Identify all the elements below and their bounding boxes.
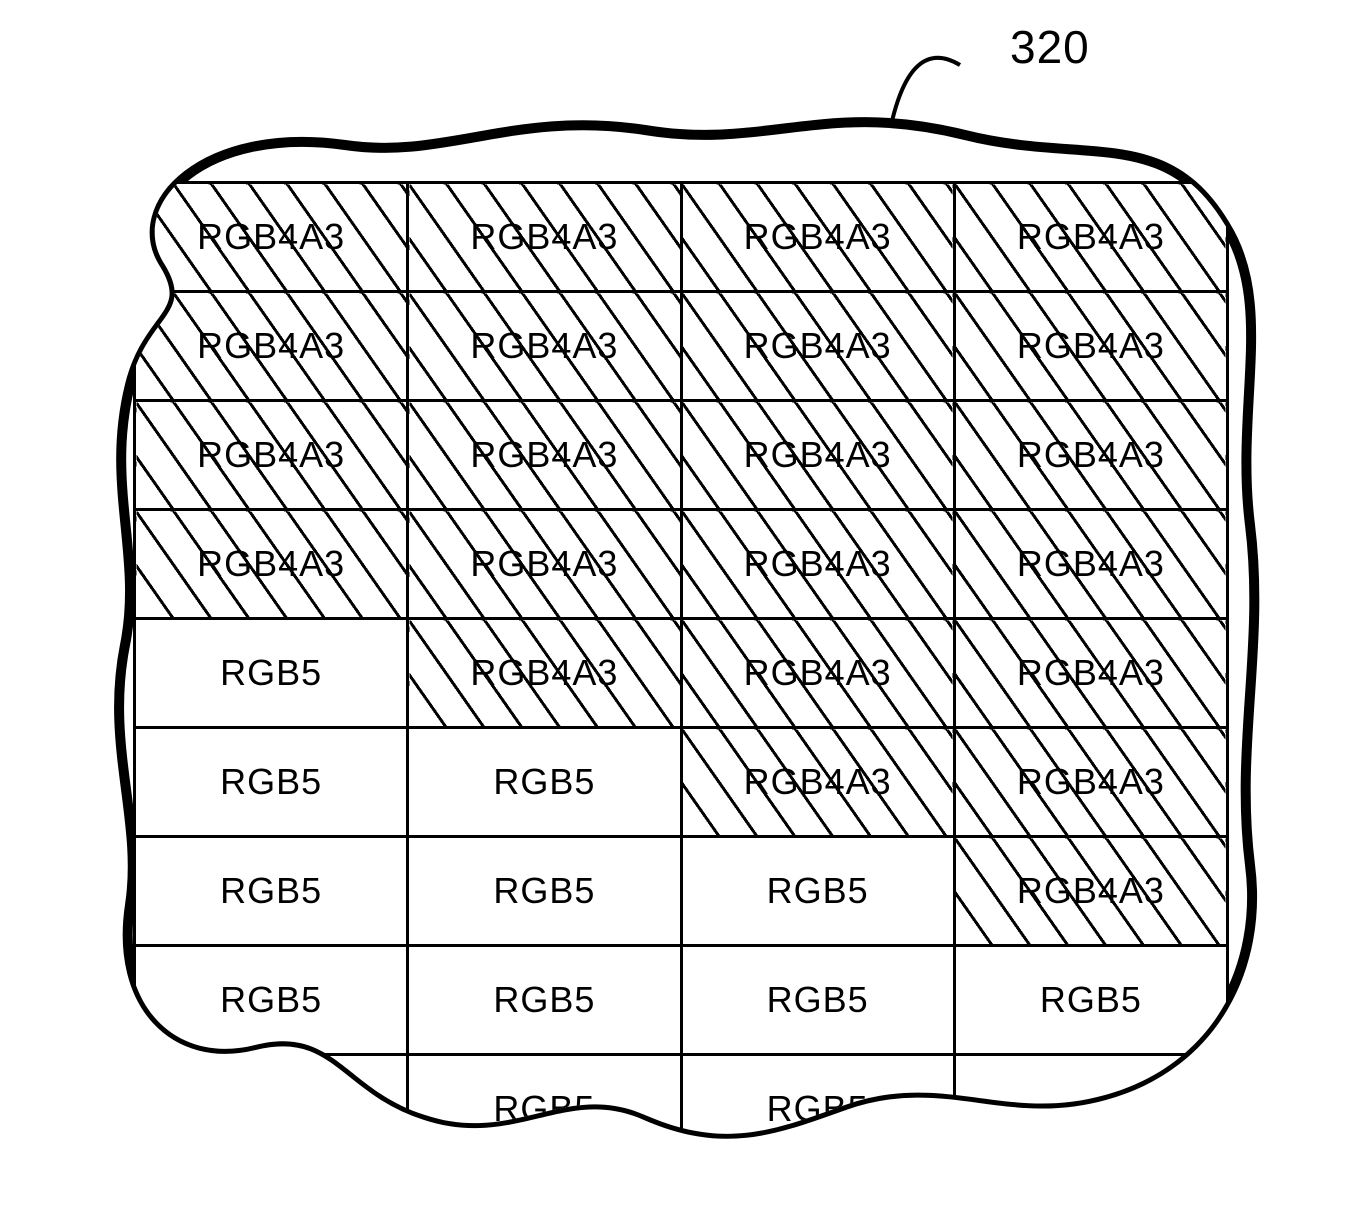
texel-label: RGB4A3	[470, 325, 618, 366]
table-row: RGB5 RGB5 RGB5 RGB4A3	[135, 837, 1228, 946]
table-row: RGB4A3 RGB4A3 RGB4A3 RGB4A3	[135, 401, 1228, 510]
texel-label: RGB4A3	[197, 434, 345, 475]
table-row: RGB5 RGB5 RGB5 RGB5	[135, 946, 1228, 1055]
texel-cell: RGB4A3	[408, 183, 681, 292]
texel-cell: RGB4A3	[681, 292, 954, 401]
texel-cell: RGB4A3	[681, 510, 954, 619]
texel-cell: RGB4A3	[135, 401, 408, 510]
texel-grid: RGB4A3RGB4A3RGB4A3RGB4A3RGB4A3RGB4A3RGB4…	[133, 181, 1229, 1117]
texel-label: RGB5	[767, 979, 869, 1020]
texel-label: RGB4A3	[1017, 216, 1165, 257]
texel-label: RGB4A3	[1017, 761, 1165, 802]
texel-label: RGB4A3	[197, 216, 345, 257]
texel-cell: RGB4A3	[954, 619, 1227, 728]
texel-label: RGB4A3	[1017, 434, 1165, 475]
texel-label: RGB4A3	[470, 543, 618, 584]
texel-cell: RGB4A3	[408, 401, 681, 510]
texel-label: RGB4A3	[744, 761, 892, 802]
texel-label: RGB4A3	[470, 216, 618, 257]
texel-cell: RGB4A3	[135, 183, 408, 292]
texel-label: RGB4A3	[1017, 325, 1165, 366]
figure-canvas: 320 RGB4A3RGB4A3RGB4A3RGB4A3RGB4A3RGB4A3…	[0, 0, 1363, 1224]
texel-cell: RGB5	[408, 837, 681, 946]
texel-label: RGB4A3	[1017, 543, 1165, 584]
texel-label: RGB4A3	[197, 325, 345, 366]
texel-label: RGB4A3	[744, 325, 892, 366]
texel-cell: RGB4A3	[681, 401, 954, 510]
texel-label: RGB5	[767, 870, 869, 911]
texel-cell: RGB4A3	[954, 183, 1227, 292]
texel-cell: RGB5	[408, 946, 681, 1055]
texel-cell: RGB5	[135, 619, 408, 728]
texel-label: RGB5	[220, 652, 322, 693]
texel-label: RGB4A3	[1017, 652, 1165, 693]
texel-label: RGB5	[493, 979, 595, 1020]
reference-number: 320	[1010, 20, 1090, 74]
table-row: RGB4A3 RGB4A3 RGB4A3 RGB4A3	[135, 510, 1228, 619]
texel-label: RGB4A3	[470, 652, 618, 693]
texel-cell: RGB4A3	[408, 510, 681, 619]
texel-cell: RGB4A3	[135, 510, 408, 619]
texel-cell: RGB4A3	[954, 510, 1227, 619]
texel-table: RGB4A3RGB4A3RGB4A3RGB4A3RGB4A3RGB4A3RGB4…	[133, 181, 1229, 1165]
texel-label: RGB4A3	[744, 434, 892, 475]
table-row: RGB5 RGB4A3 RGB4A3 RGB4A3	[135, 619, 1228, 728]
texel-cell: RGB4A3	[954, 728, 1227, 837]
texel-cell: RGB4A3	[954, 292, 1227, 401]
texel-cell: RGB5	[135, 837, 408, 946]
texel-cell: RGB5	[954, 946, 1227, 1055]
table-row: RGB4A3 RGB4A3 RGB4A3 RGB4A3	[135, 183, 1228, 292]
texel-cell: RGB5	[681, 837, 954, 946]
table-row: RGB5 RGB5 RGB4A3 RGB4A3	[135, 728, 1228, 837]
texel-label: RGB5	[1040, 979, 1142, 1020]
texel-label: RGB5	[493, 870, 595, 911]
texel-label: RGB4A3	[744, 652, 892, 693]
texel-label: RGB5	[220, 979, 322, 1020]
texel-cell: RGB4A3	[681, 183, 954, 292]
texel-label: RGB4A3	[744, 543, 892, 584]
texel-cell: RGB4A3	[681, 728, 954, 837]
texel-cell: RGB4A3	[408, 292, 681, 401]
texel-cell: RGB4A3	[135, 292, 408, 401]
texel-label: RGB4A3	[1017, 870, 1165, 911]
texel-cell: RGB4A3	[408, 619, 681, 728]
texture-blob: RGB4A3RGB4A3RGB4A3RGB4A3RGB4A3RGB4A3RGB4…	[85, 85, 1275, 1155]
texel-label: RGB4A3	[197, 543, 345, 584]
texel-label: RGB5	[493, 761, 595, 802]
texel-cell: RGB4A3	[954, 401, 1227, 510]
texel-label: RGB4A3	[744, 216, 892, 257]
texel-cell: RGB5	[408, 728, 681, 837]
texel-cell: RGB4A3	[954, 837, 1227, 946]
texel-label: RGB5	[220, 761, 322, 802]
grid-clip: RGB4A3RGB4A3RGB4A3RGB4A3RGB4A3RGB4A3RGB4…	[85, 85, 1275, 1155]
texel-label: RGB5	[220, 870, 322, 911]
texel-label: RGB4A3	[470, 434, 618, 475]
texel-cell: RGB5	[135, 728, 408, 837]
table-row: RGB4A3 RGB4A3 RGB4A3 RGB4A3	[135, 292, 1228, 401]
texel-cell: RGB4A3	[681, 619, 954, 728]
texel-cell: RGB5	[681, 946, 954, 1055]
